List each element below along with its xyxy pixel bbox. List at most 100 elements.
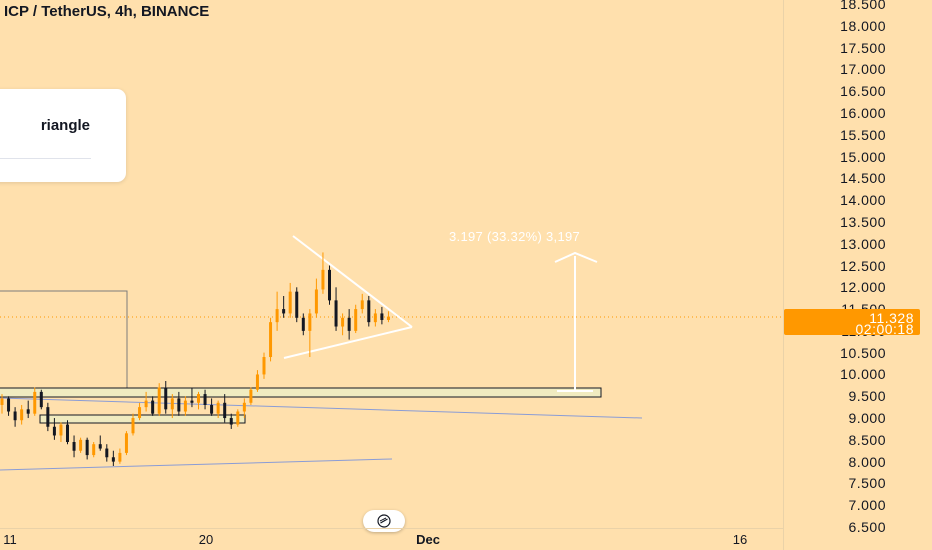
candle-body (66, 424, 69, 443)
candle-body (328, 269, 331, 301)
idea-card[interactable]: riangle (0, 89, 126, 182)
candle-body (301, 317, 305, 331)
range-rectangle (0, 290, 128, 398)
y-tick-label: 14.000 (840, 192, 886, 209)
candle-body (20, 409, 24, 421)
y-tick-label: 7.500 (848, 475, 886, 492)
last-price-label: 11.328 02:00:18 (784, 309, 920, 337)
candle-body (13, 411, 17, 421)
last-price-value: 11.328 (869, 310, 914, 326)
candle-body (85, 439, 89, 456)
candle-body (170, 398, 174, 410)
y-tick-label: 10.000 (840, 366, 886, 383)
candle-body (386, 316, 390, 320)
candle-body (118, 452, 122, 462)
candle-body (262, 357, 266, 375)
candle-body (255, 374, 259, 390)
y-tick-label: 16.500 (840, 83, 886, 100)
price-chart[interactable] (0, 0, 784, 550)
symbol-title[interactable]: ICP / TetherUS, 4h, BINANCE (4, 3, 210, 20)
candle-body (236, 411, 240, 425)
y-tick-label: 14.500 (840, 170, 886, 187)
triangle-upper-line (292, 235, 413, 328)
candle-body (197, 394, 200, 403)
candle-body (269, 322, 273, 358)
x-tick-label: 11 (3, 532, 17, 547)
measure-label: 3.197 (33.32%) 3,197 (449, 229, 581, 244)
candle-body (151, 400, 155, 414)
candle-body (380, 313, 384, 320)
candle-body (138, 407, 142, 419)
candle-body (249, 389, 253, 403)
y-tick-label: 8.500 (848, 431, 886, 448)
candle-body (52, 426, 56, 436)
candle-body (321, 269, 325, 290)
replay-button[interactable] (363, 510, 405, 532)
x-tick-label: 16 (732, 532, 748, 547)
candle-body (347, 317, 351, 331)
candle-body (373, 313, 377, 323)
x-tick-label: Dec (416, 532, 440, 547)
candle-body (223, 402, 227, 419)
candle-body (124, 433, 128, 453)
y-tick-label: 10.500 (840, 344, 886, 361)
candle-body (288, 291, 292, 314)
y-tick-label: 17.000 (840, 61, 886, 78)
candle-body (79, 439, 83, 451)
measure-arrow-head (554, 251, 598, 263)
candle-body (360, 300, 364, 310)
candle-body (164, 387, 168, 410)
y-tick-label: 13.000 (840, 235, 886, 252)
candle-body (354, 309, 358, 331)
trendline-lower (0, 458, 393, 471)
candle-body (92, 444, 96, 456)
y-tick-label: 9.000 (848, 410, 886, 427)
time-axis-border (0, 528, 784, 529)
y-tick-label: 15.000 (840, 148, 886, 165)
y-tick-label: 17.500 (840, 39, 886, 56)
x-tick-label: 20 (198, 532, 214, 547)
candle-body (33, 391, 37, 414)
idea-card-title: riangle (40, 117, 90, 134)
candle-body (314, 289, 318, 314)
y-tick-label: 12.500 (840, 257, 886, 274)
candle-body (334, 300, 338, 327)
y-tick-label: 13.500 (840, 213, 886, 230)
candle-body (177, 398, 181, 412)
price-axis[interactable]: 18.500 18.000 17.500 17.000 16.500 16.000 15.5… (784, 0, 932, 550)
candle-body (275, 309, 279, 323)
candle-body (183, 400, 187, 412)
candle-body (7, 398, 11, 412)
y-tick-label: 18.000 (840, 17, 886, 34)
chart-area[interactable]: ICP / TetherUS, 4h, BINANCE riangle 3.19… (0, 0, 784, 550)
candle-body (229, 418, 233, 425)
replay-icon (377, 514, 391, 528)
y-tick-label: 15.500 (840, 126, 886, 143)
candle-body (210, 404, 214, 414)
candle-body (144, 400, 148, 408)
candle-body (242, 402, 246, 412)
y-tick-label: 7.000 (848, 497, 886, 514)
candle-body (190, 400, 194, 403)
candle-body (367, 300, 371, 323)
y-tick-label: 18.500 (840, 0, 886, 12)
candle-body (59, 424, 63, 436)
candle-body (39, 391, 43, 408)
triangle-lower-line (283, 326, 413, 359)
candle-body (216, 402, 220, 414)
y-tick-label: 16.000 (840, 104, 886, 121)
candle-body (105, 448, 109, 458)
candle-body (295, 291, 299, 318)
candle-body (131, 418, 135, 434)
drawings-layer (0, 235, 784, 471)
candle-body (157, 387, 161, 414)
y-tick-label: 8.000 (848, 453, 886, 470)
support-zone (0, 387, 602, 398)
idea-card-divider (0, 158, 91, 159)
bar-countdown: 02:00:18 (855, 321, 914, 337)
price-axis-border (783, 0, 784, 550)
y-tick-label: 6.500 (848, 519, 886, 535)
candle-body (282, 309, 286, 314)
candle-body (341, 317, 345, 327)
candle-body (308, 313, 312, 331)
